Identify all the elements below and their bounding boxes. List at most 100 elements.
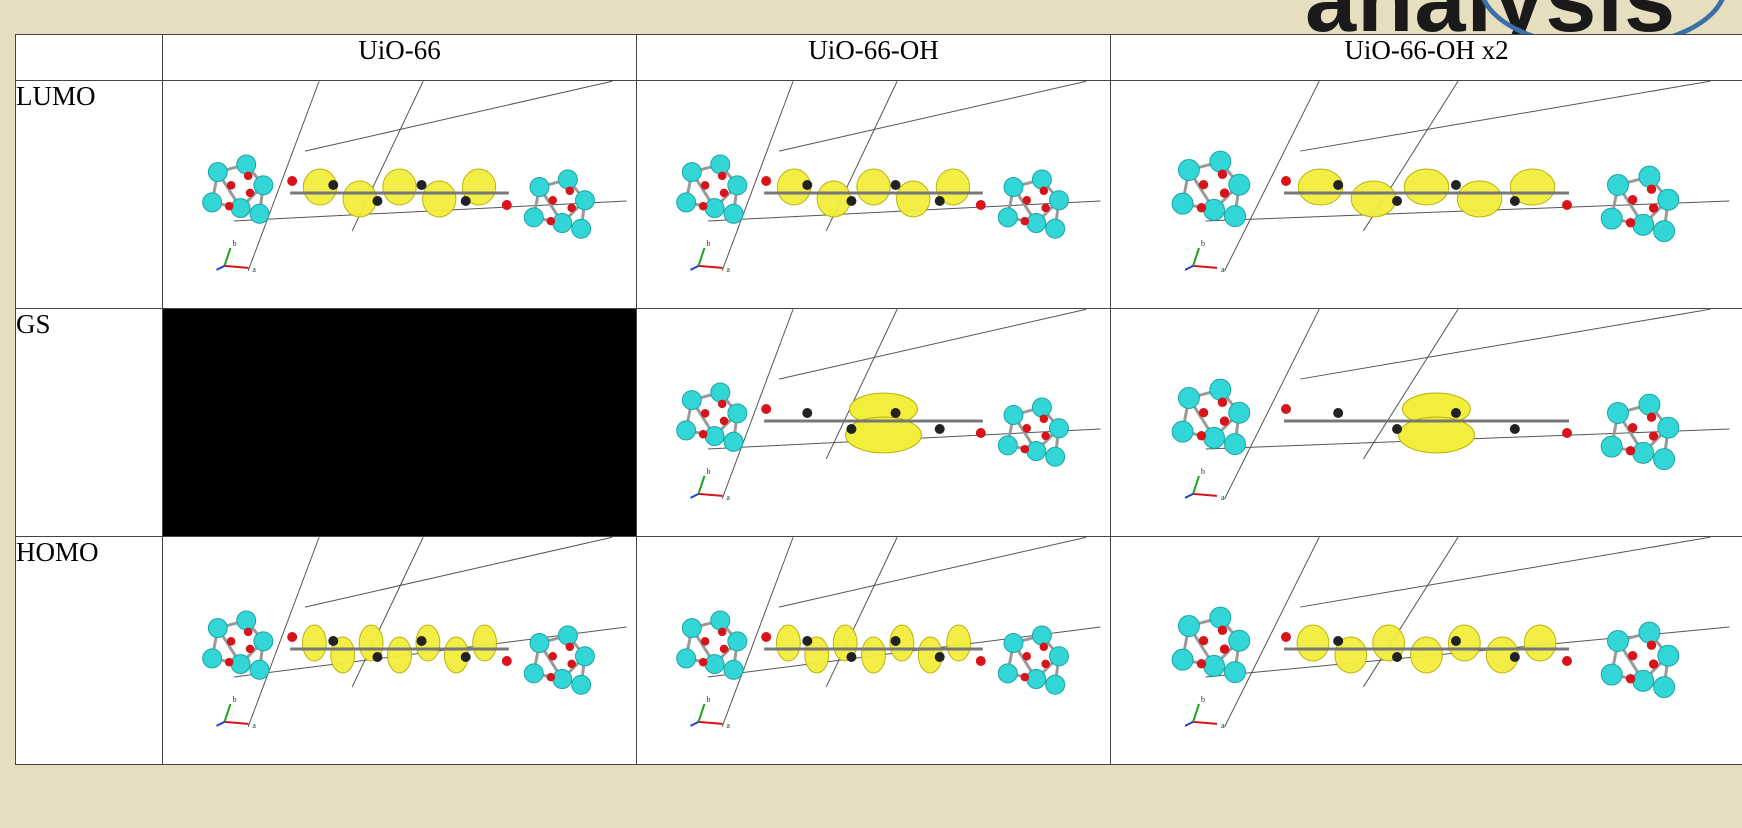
zr-atom [704,426,725,447]
oxygen-atom [717,399,727,409]
isosurface-lobe [1456,180,1503,218]
axis-label-a: a [1221,493,1225,502]
zr-atom [1048,418,1069,439]
isosurface-lobe [1398,416,1475,454]
zr-atom [681,618,702,639]
row-label-homo: HOMO [15,536,163,765]
axis-label-b: b [1201,467,1205,476]
zr-atom [1003,633,1024,653]
oxygen-atom [565,186,575,196]
carbon-atom [1333,180,1344,191]
lumo-uio66-oh-image: ab [676,81,1101,274]
zr-atom [1632,213,1655,236]
zr-atom [1228,173,1251,196]
carbon-atom [372,651,383,662]
isosurface-lobe [856,168,891,206]
zr-atom [1031,169,1052,190]
oxygen-atom [1219,644,1230,654]
zr-atom [1657,188,1680,211]
zr-atom [704,654,725,675]
oxygen-atom [1022,652,1032,661]
row-label-lumo: LUMO [15,80,163,309]
oxygen-atom [1020,672,1030,682]
isosurface-lobe [896,180,931,218]
isosurface-lobe [382,168,417,206]
isosurface-lobe [1350,180,1397,218]
carbon-atom [460,195,471,206]
carbon-atom [846,423,857,434]
carbon-atom [1509,423,1520,434]
isosurface-lobe [1509,168,1556,206]
zr-atom [676,420,697,441]
carbon-atom [890,408,901,419]
oxygen-atom [1022,424,1032,433]
zr-atom [1638,621,1661,644]
isosurface-lobe [1372,624,1406,662]
zr-atom [236,610,257,631]
oxygen-atom [567,659,576,669]
zr-atom [1606,402,1629,424]
oxygen-atom [548,196,558,205]
carbon-atom [846,651,857,662]
zr-atom [1638,393,1661,416]
zr-atom [727,403,748,424]
isosurface-lobe [816,180,851,218]
oxygen-atom [719,188,729,198]
oxygen-atom [1217,169,1228,179]
oxygen-atom [761,632,772,643]
zr-atom [681,162,702,183]
oxygen-atom [287,632,298,643]
oxygen-atom [245,644,255,654]
zr-atom [230,198,251,219]
isosurface-lobe [946,624,972,662]
axis-label-b: b [706,467,710,476]
oxygen-atom [1198,179,1209,190]
zr-atom [1203,654,1226,677]
oxygen-atom [761,404,772,415]
zr-atom [249,659,270,680]
zr-atom [1653,448,1676,471]
oxygen-atom [1627,194,1638,205]
oxygen-atom [717,171,727,181]
isosurface-lobe [1297,168,1344,206]
oxygen-atom [226,637,236,646]
isosurface-lobe [1523,624,1557,662]
oxygen-atom [1219,188,1230,198]
carbon-atom [416,636,427,647]
homo-uio66-oh-x2-image: ab [1171,537,1730,730]
isosurface-lobe [832,624,858,662]
oxygen-atom [717,627,727,637]
zr-atom [997,435,1018,456]
isosurface-lobe [935,168,971,206]
isosurface-lobe [342,180,377,218]
oxygen-atom [1625,674,1636,684]
isosurface-lobe [861,636,886,674]
isosurface-lobe [358,624,384,662]
zr-atom [1031,625,1052,646]
axis-label-b: b [706,239,710,248]
carbon-atom [802,180,813,191]
axis-label-a: a [726,265,730,274]
carbon-atom [934,651,945,662]
oxygen-atom [1281,404,1291,415]
zr-atom [997,663,1018,684]
oxygen-atom [1648,659,1659,669]
oxygen-atom [567,203,576,213]
blank-cell [162,308,637,537]
oxygen-atom [1020,444,1030,454]
oxygen-atom [1041,659,1050,669]
zr-atom [710,154,731,175]
zr-atom [1048,190,1069,211]
oxygen-atom [698,429,708,439]
zr-atom [676,648,697,669]
oxygen-atom [1625,446,1636,456]
oxygen-atom [226,181,236,190]
